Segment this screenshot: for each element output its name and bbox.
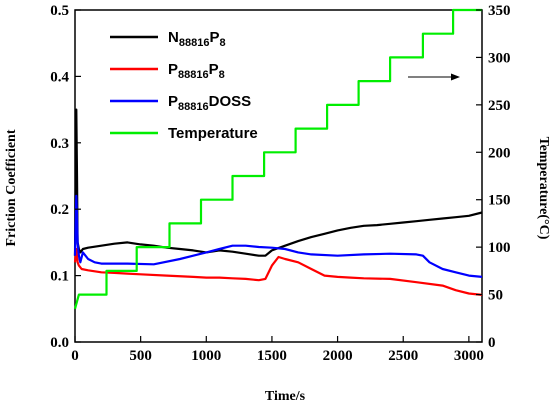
x-tick-label-5: 2500 [388,348,418,364]
y-left-tick-label-1: 0.1 [50,269,69,285]
annotation-arrow [408,73,460,81]
x-tick-label-4: 2000 [323,348,353,364]
y-axis-left-title: Friction Coefficient [4,129,19,246]
y-right-tick-label-3: 150 [488,193,511,209]
x-tick-label-2: 1000 [191,348,221,364]
y-left-tick-label-3: 0.3 [50,136,69,152]
y-right-tick-label-5: 250 [488,98,511,114]
x-tick-label-3: 1500 [257,348,287,364]
x-tick-label-0: 0 [71,348,79,364]
y-right-tick-label-1: 50 [488,288,503,304]
plot-border [74,9,483,343]
y-left-tick-label-4: 0.4 [50,69,69,85]
series-line-1 [73,247,483,296]
x-tick-label-6: 3000 [454,348,484,364]
y-left-tick-label-0: 0.0 [50,335,69,351]
series-line-0 [73,108,483,257]
x-tick-label-1: 500 [129,348,152,364]
y-right-tick-label-2: 100 [488,240,511,256]
ticks-layer: 0 500 1000 1500 2000 2500 30000.00.10.20.30.40… [50,3,510,364]
y-right-tick-label-6: 300 [488,50,511,66]
y-right-tick-label-0: 0 [488,335,496,351]
legend: N88816P8 P88816P8 P88816DOSS Temperature [110,29,258,142]
y-left-tick-label-5: 0.5 [50,3,69,19]
legend-label-0: N88816P8 [168,29,226,49]
plot-frame [74,9,483,343]
y-axis-right-title: Temperature(°C) [536,137,550,240]
series-line-2 [73,194,483,278]
legend-label-2: P88816DOSS [168,93,251,113]
y-left-tick-label-2: 0.2 [50,202,69,218]
legend-label-3: Temperature [168,125,258,142]
series-line-3 [73,8,482,310]
x-axis-title: Time/s [265,389,306,404]
y-right-tick-label-7: 350 [488,3,511,19]
legend-label-1: P88816P8 [168,61,225,81]
y-right-tick-label-4: 200 [488,145,511,161]
series-layer [73,8,483,310]
